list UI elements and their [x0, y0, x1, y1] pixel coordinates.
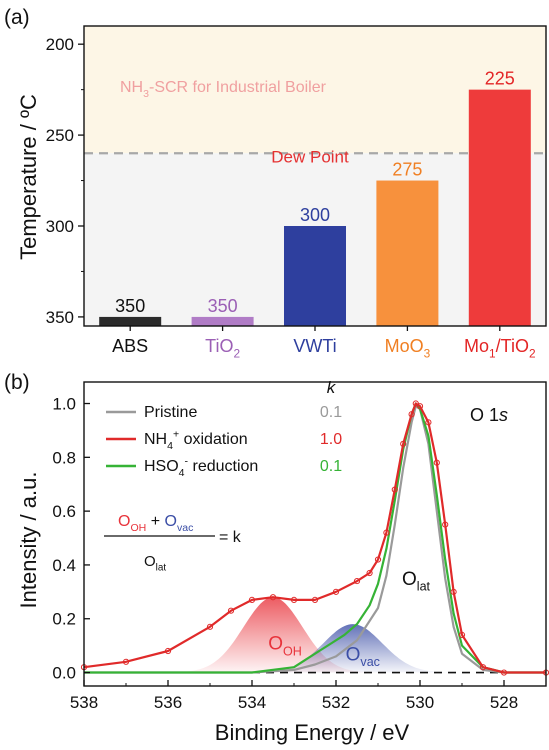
- panel-b-y-axis-label: Intensity / a.u.: [16, 472, 41, 609]
- data-point: [383, 529, 390, 536]
- k-header: k: [327, 378, 337, 397]
- y-tick-label: 0.2: [52, 610, 76, 629]
- formula-numerator: OOH + Ovac: [118, 513, 193, 534]
- data-point: [248, 596, 256, 604]
- data-point: [450, 588, 457, 595]
- x-tick-label: 536: [154, 693, 182, 712]
- panel-a-chart: NH3-SCR for Industrial Boiler Dew Point 35…: [46, 25, 547, 360]
- legend-label: NH4+ oxidation: [144, 428, 248, 452]
- bar: [284, 226, 346, 326]
- x-tick-label: Mo1/TiO2: [464, 336, 536, 360]
- data-point: [353, 577, 361, 585]
- y-tick-label: 350: [46, 308, 74, 327]
- formula-denominator: Olat: [144, 553, 166, 574]
- data-point: [227, 607, 235, 614]
- legend-label: Pristine: [144, 404, 197, 421]
- y-tick-label: 0.8: [52, 448, 76, 467]
- panel-a-frame: [83, 25, 547, 327]
- bar-value-label: 275: [392, 160, 422, 180]
- y-tick-label: 0.4: [52, 556, 76, 575]
- data-point: [416, 403, 424, 410]
- data-point: [433, 459, 440, 466]
- fitted-peak-label: Ovac: [346, 644, 380, 669]
- y-tick-label: 200: [46, 35, 74, 54]
- x-tick-label: 530: [406, 693, 434, 712]
- data-point: [332, 588, 340, 595]
- formula-equals: = k: [219, 529, 242, 546]
- data-point: [391, 486, 398, 493]
- k-value: 0.1: [320, 404, 342, 421]
- data-point: [500, 669, 508, 676]
- legend-label: HSO4- reduction: [144, 455, 258, 479]
- data-point: [269, 594, 277, 601]
- bar: [376, 180, 439, 326]
- data-point: [366, 569, 373, 577]
- panel-b-frame: [83, 381, 547, 687]
- lattice-peak-label: Olat: [402, 569, 431, 594]
- data-point: [425, 419, 432, 426]
- fitted-peak: [138, 597, 408, 673]
- panel-b-x-axis-label: Binding Energy / eV: [215, 720, 410, 745]
- bar-value-label: 225: [485, 69, 515, 89]
- panel-b-chart: OOH Ovac Olat O 1s k Pristine 0.1 NH4+ oxidatio…: [52, 378, 549, 712]
- scr-region-label: NH3-SCR for Industrial Boiler: [120, 79, 327, 100]
- y-tick-label: 1.0: [52, 395, 76, 414]
- data-point: [408, 411, 415, 418]
- x-tick-label: TiO2: [205, 336, 240, 360]
- fitted-peak-label: OOH: [268, 634, 302, 659]
- panel-b-label: (b): [4, 371, 30, 394]
- x-tick-label: VWTi: [293, 336, 336, 356]
- panel-a-label: (a): [4, 6, 30, 29]
- ratio-formula: OOH + Ovac Olat = k: [104, 513, 242, 574]
- y-tick-label: 250: [46, 126, 74, 145]
- bar-value-label: 350: [208, 296, 238, 316]
- bar: [468, 89, 531, 327]
- fitted-peak: [218, 624, 488, 673]
- series-line: [84, 405, 546, 674]
- bar-value-label: 300: [300, 205, 330, 225]
- data-point: [400, 440, 407, 447]
- data-point: [122, 658, 130, 665]
- series-line: [83, 402, 546, 674]
- y-tick-label: 0.6: [52, 502, 76, 521]
- data-point: [458, 631, 466, 638]
- data-point: [374, 556, 382, 563]
- bar: [99, 316, 162, 326]
- x-tick-label: 538: [70, 693, 98, 712]
- x-tick-label: 534: [238, 693, 266, 712]
- x-tick-label: MoO3: [385, 336, 431, 360]
- y-tick-label: 300: [46, 217, 74, 236]
- k-value: 1.0: [320, 431, 342, 448]
- data-point: [311, 596, 319, 604]
- bar: [191, 316, 254, 326]
- corner-label: O 1s: [470, 405, 508, 425]
- data-point: [206, 623, 214, 630]
- data-point: [442, 521, 449, 528]
- series-line: [84, 402, 546, 674]
- y-tick-label: 0.0: [52, 664, 76, 683]
- data-point: [479, 664, 487, 671]
- bar-value-label: 350: [115, 296, 145, 316]
- k-value: 0.1: [320, 458, 342, 475]
- x-tick-label: ABS: [112, 336, 148, 356]
- x-tick-label: 532: [322, 693, 350, 712]
- x-tick-label: 528: [490, 693, 518, 712]
- data-point: [290, 596, 298, 604]
- data-point: [412, 400, 419, 407]
- panel-a-y-axis-label: Temperature / ºC: [16, 94, 41, 260]
- dew-point-label: Dew Point: [271, 147, 349, 166]
- data-point: [164, 647, 172, 655]
